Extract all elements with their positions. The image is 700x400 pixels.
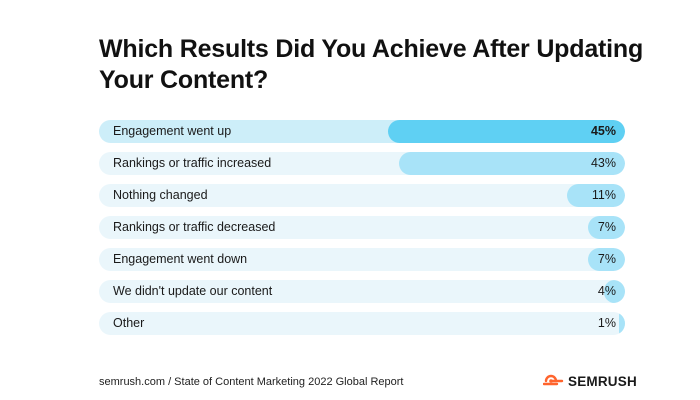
bar-fill <box>619 312 625 335</box>
bar-label: Engagement went up <box>113 124 232 138</box>
bar-label: Rankings or traffic decreased <box>113 220 276 234</box>
bar-value-label: 43% <box>590 156 616 170</box>
bar-label: Rankings or traffic increased <box>113 156 272 170</box>
bar-chart: Engagement went up 45% Rankings or traffic… <box>99 120 625 344</box>
bar-label: Engagement went down <box>113 252 248 266</box>
brand-name: SEMRUSH <box>568 373 637 389</box>
bar-row-other: Other 1% <box>99 312 625 335</box>
bar-fill <box>567 184 625 207</box>
bar-row-rankings-decreased: Rankings or traffic decreased 7% <box>99 216 625 239</box>
bar-value-label: 45% <box>590 124 616 138</box>
bar-fill <box>588 216 625 239</box>
bar-row-engagement-went-up: Engagement went up 45% <box>99 120 625 143</box>
bar-label: Nothing changed <box>113 188 208 202</box>
bar-value-label: 1% <box>597 316 616 330</box>
bar-label: Other <box>113 316 145 330</box>
bar-fill <box>388 120 625 143</box>
bar-fill <box>603 280 625 303</box>
bar-value-label: 4% <box>597 284 616 298</box>
bar-value-label: 7% <box>597 252 616 266</box>
semrush-logo: SEMRUSH <box>543 372 637 390</box>
bar-label: We didn't update our content <box>113 284 273 298</box>
bar-row-engagement-went-down: Engagement went down 7% <box>99 248 625 271</box>
chart-title: Which Results Did You Achieve After Upda… <box>99 35 644 94</box>
bar-row-rankings-increased: Rankings or traffic increased 43% <box>99 152 625 175</box>
bar-value-label: 11% <box>591 188 616 202</box>
source-citation: semrush.com / State of Content Marketing… <box>99 376 404 388</box>
bar-fill <box>588 248 625 271</box>
bar-fill <box>398 152 625 175</box>
bar-row-did-not-update: We didn't update our content 4% <box>99 280 625 303</box>
semrush-fire-icon <box>543 374 565 388</box>
bar-row-nothing-changed: Nothing changed 11% <box>99 184 625 207</box>
bar-value-label: 7% <box>597 220 616 234</box>
